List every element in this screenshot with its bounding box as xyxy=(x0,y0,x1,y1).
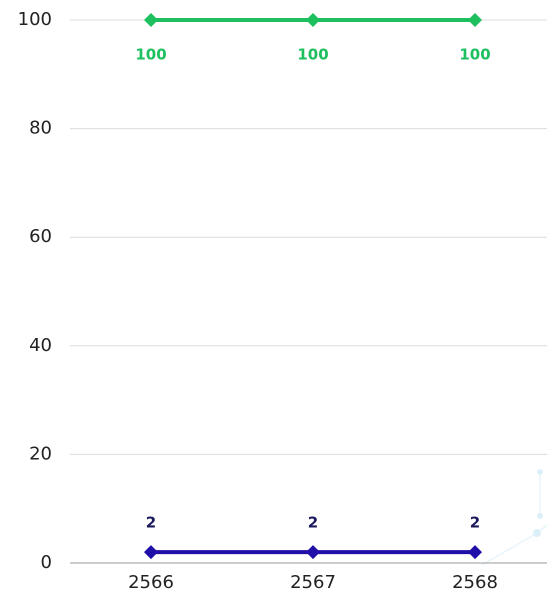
value-label: 2 xyxy=(308,514,318,532)
x-tick-label: 2566 xyxy=(128,572,174,593)
value-label: 100 xyxy=(135,46,166,64)
y-tick-label: 80 xyxy=(29,118,52,139)
point xyxy=(144,13,158,27)
y-tick-label: 20 xyxy=(29,443,52,464)
value-label: 2 xyxy=(470,514,480,532)
value-label: 100 xyxy=(459,46,490,64)
value-label: 100 xyxy=(297,46,328,64)
x-tick-label: 2568 xyxy=(452,572,498,593)
decoration xyxy=(481,469,547,566)
value-label: 2 xyxy=(146,514,156,532)
y-tick-label: 60 xyxy=(29,226,52,247)
point xyxy=(468,13,482,27)
y-tick-label: 40 xyxy=(29,335,52,356)
point xyxy=(144,545,158,560)
y-tick-label: 0 xyxy=(41,552,52,573)
y-tick-label: 100 xyxy=(18,9,52,30)
point xyxy=(468,545,482,560)
point xyxy=(306,545,320,560)
x-tick-label: 2567 xyxy=(290,572,336,593)
point xyxy=(306,13,320,27)
